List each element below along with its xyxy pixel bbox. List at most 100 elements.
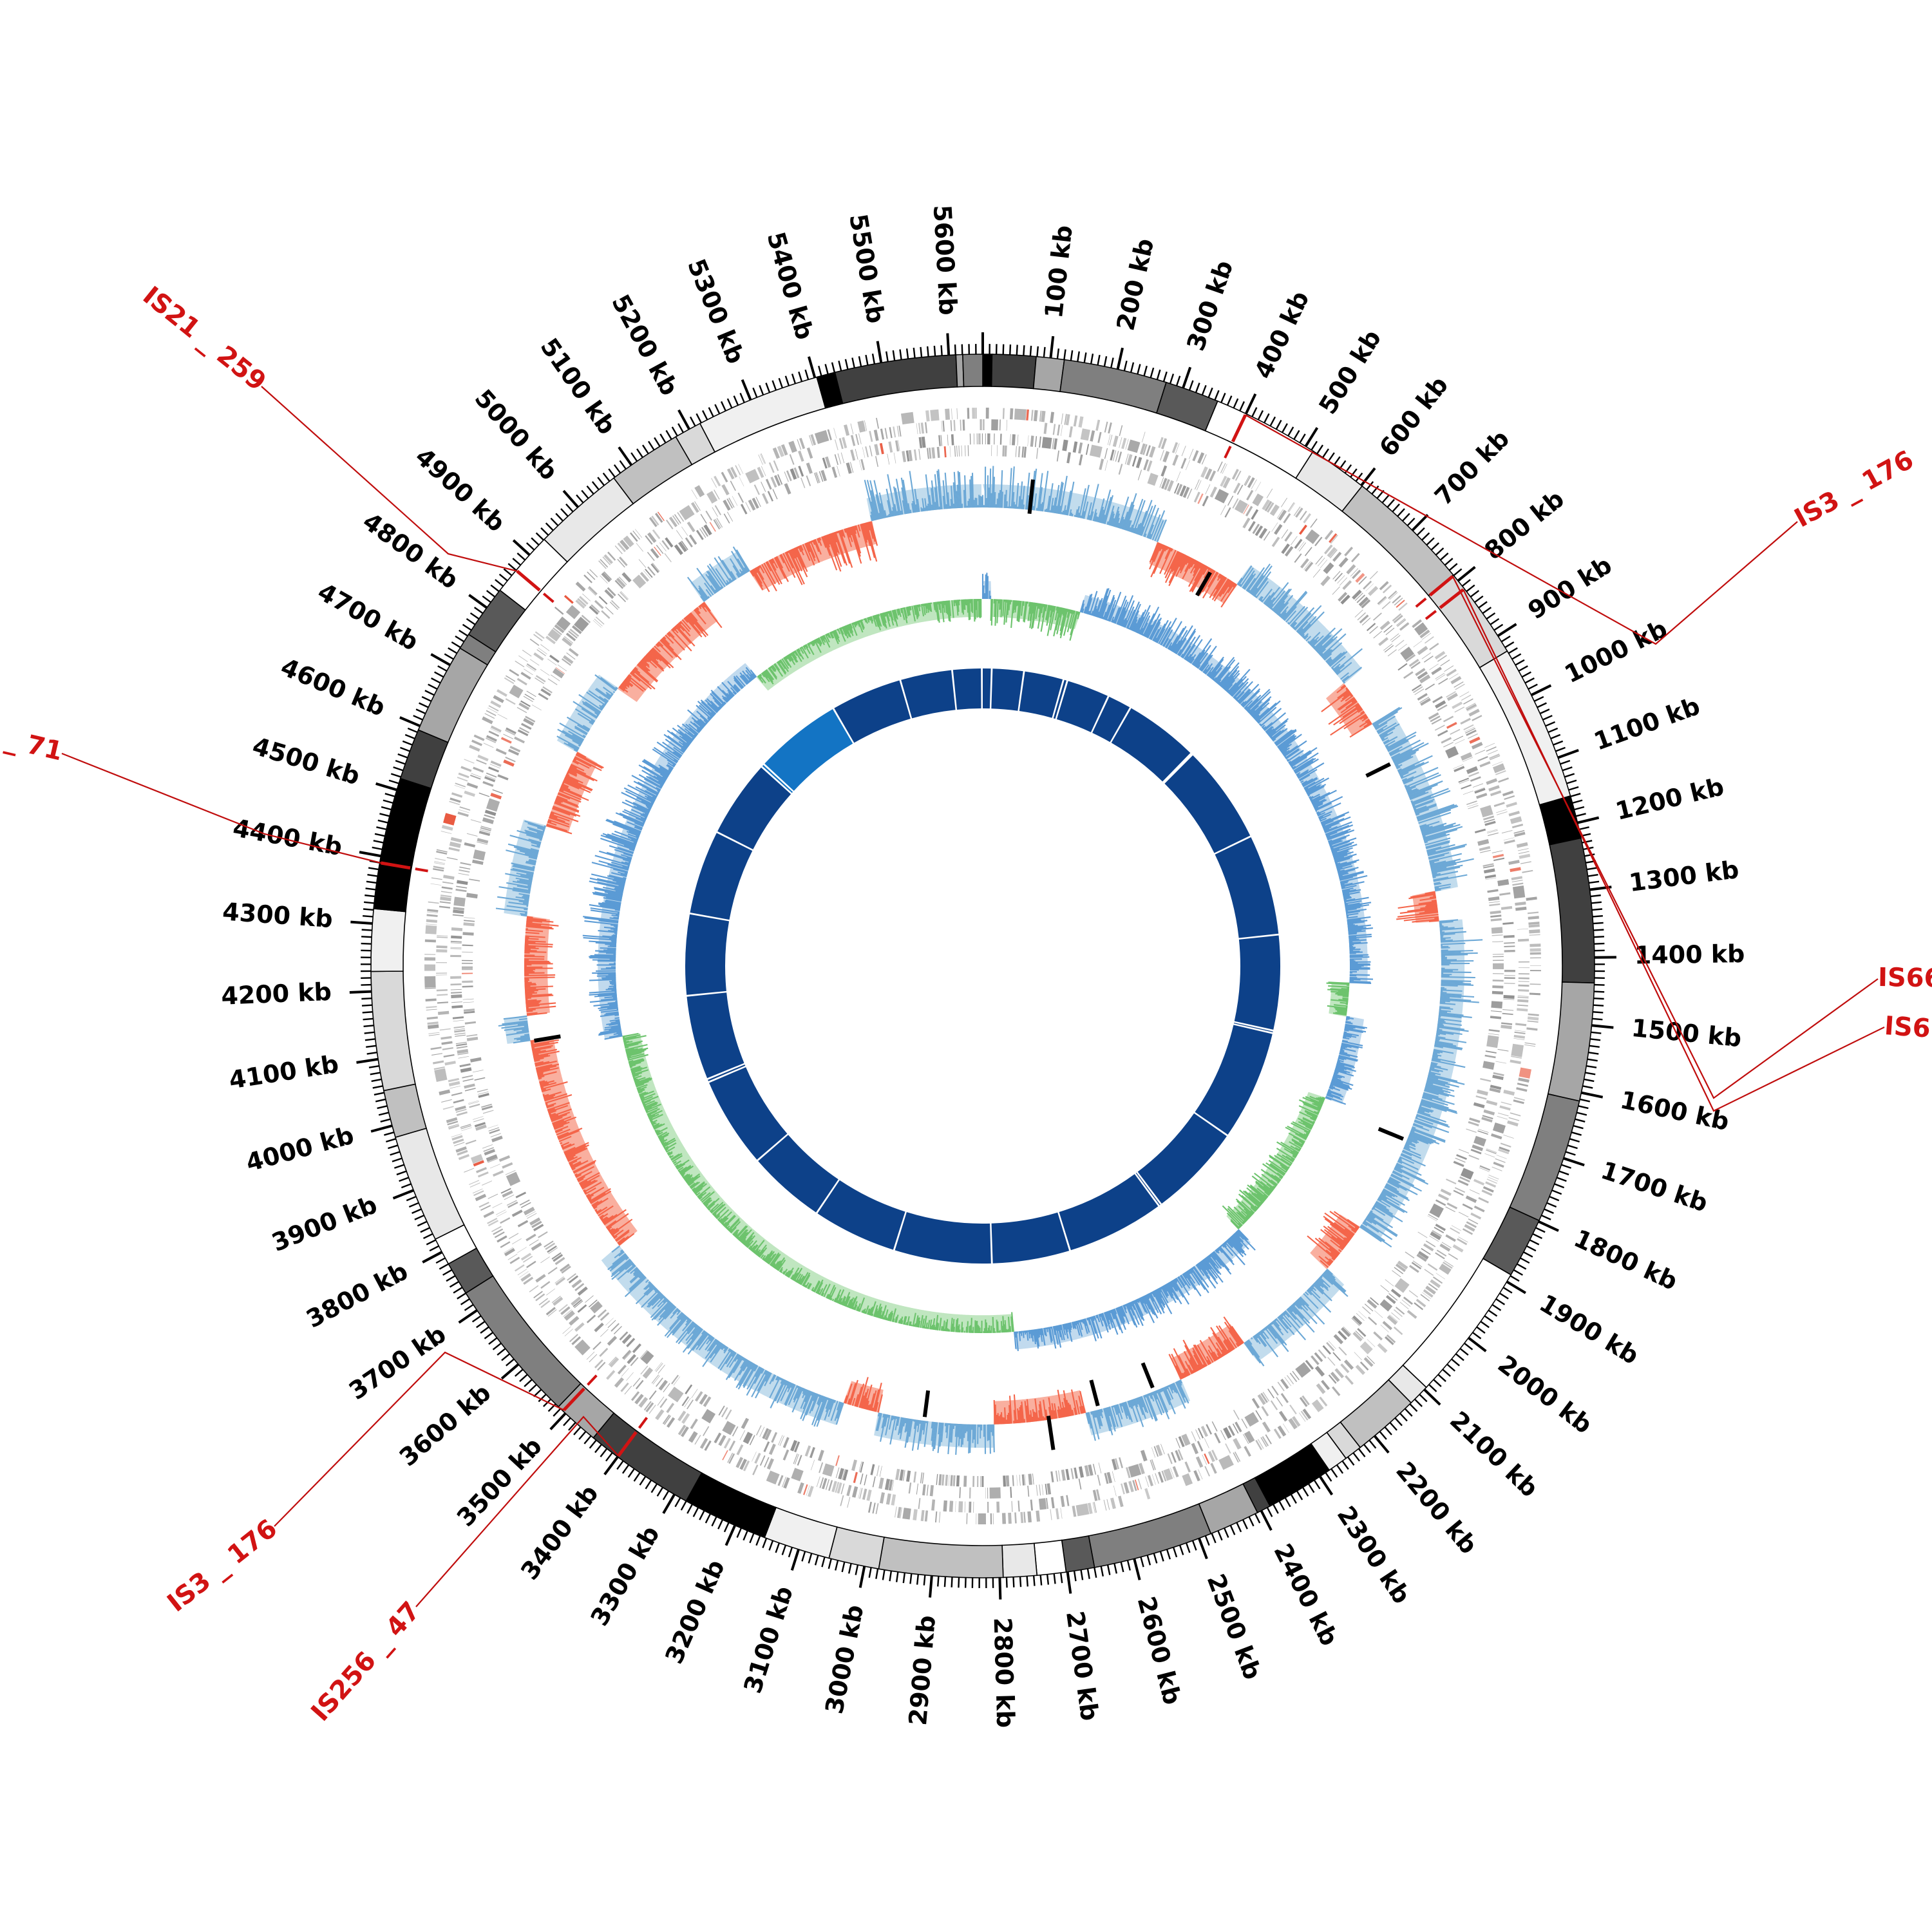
histogram-bar-positive — [1197, 665, 1201, 669]
histogram-bar-positive — [664, 1313, 685, 1337]
gene-feature — [1158, 1472, 1164, 1483]
gene-feature — [1462, 1203, 1473, 1210]
axis-tick-minor — [543, 1398, 552, 1407]
histogram-bar-negative — [1208, 571, 1218, 588]
axis-tick-minor — [1571, 1132, 1582, 1136]
gene-feature — [1132, 1480, 1137, 1492]
gene-feature — [1073, 415, 1078, 427]
histogram-bar-negative — [768, 560, 782, 585]
histogram-bar-positive — [1379, 723, 1400, 737]
histogram-bar-positive — [1379, 1195, 1388, 1200]
axis-tick-minor — [578, 1431, 587, 1440]
gene-feature — [985, 433, 986, 445]
gene-feature — [1147, 1475, 1154, 1486]
gene-feature — [491, 1226, 502, 1233]
gene-feature — [1503, 934, 1515, 938]
histogram-bar-positive — [1103, 611, 1107, 620]
axis-tick-major — [998, 1577, 1002, 1600]
histogram-bar-positive — [617, 1264, 636, 1280]
histogram-bar-positive — [1261, 589, 1273, 603]
gene-feature — [1030, 410, 1034, 421]
gene-feature — [1484, 819, 1495, 823]
gene-feature — [1419, 697, 1430, 703]
gene-feature — [1220, 462, 1226, 473]
gene-feature — [478, 1093, 489, 1098]
gene-feature — [1496, 809, 1507, 813]
histogram-bar-negative — [524, 960, 549, 963]
gene-feature — [657, 1396, 665, 1406]
histogram-bar-positive — [1421, 822, 1447, 832]
histogram-bar-negative — [580, 1180, 592, 1188]
histogram-bar-negative — [1024, 1401, 1028, 1423]
axis-tick-major — [1557, 749, 1579, 759]
axis-tick-minor — [848, 1563, 852, 1574]
gene-feature — [1417, 645, 1428, 656]
histogram-bar-positive — [1051, 505, 1054, 513]
gene-feature — [759, 1455, 766, 1466]
histogram-bar-positive — [1248, 701, 1262, 714]
histogram-bar-positive — [596, 714, 599, 717]
histogram-bar-negative — [866, 522, 878, 562]
gene-feature — [1429, 663, 1439, 670]
histogram-bar-positive — [1196, 652, 1209, 668]
gene-feature — [1262, 1421, 1271, 1433]
gene-feature — [1284, 1377, 1291, 1387]
gene-feature — [1486, 1148, 1497, 1153]
histogram-bar-positive — [653, 1287, 657, 1291]
gene-feature — [1397, 1260, 1408, 1270]
gene-feature — [1492, 990, 1504, 995]
histogram-bar-positive — [519, 850, 538, 857]
axis-tick-minor — [1566, 779, 1577, 784]
gene-feature — [1350, 568, 1359, 577]
gene-feature — [1056, 1508, 1059, 1520]
histogram-bar-negative — [1030, 1410, 1033, 1423]
gene-feature — [647, 566, 656, 576]
histogram-bar-negative — [565, 1147, 586, 1158]
gene-feature — [1470, 1212, 1482, 1220]
gene-feature — [1486, 1035, 1499, 1048]
histogram-bar-negative — [535, 1061, 544, 1065]
axis-tick-minor — [608, 468, 616, 478]
gene-feature — [1517, 1083, 1529, 1087]
gene-feature — [590, 1301, 603, 1314]
histogram-bar-positive — [1262, 726, 1267, 730]
histogram-bar-positive — [791, 1387, 804, 1413]
gene-feature — [506, 675, 516, 682]
gene-feature — [870, 1464, 875, 1475]
histogram-bar-positive — [1297, 770, 1309, 779]
axis-tick-minor — [882, 1569, 886, 1580]
axis-tick-minor — [687, 1504, 693, 1514]
histogram-bar-negative — [1038, 603, 1041, 609]
gene-feature — [624, 1385, 632, 1395]
gene-feature — [1434, 724, 1445, 731]
gene-feature — [681, 526, 688, 536]
gene-feature — [519, 1271, 529, 1278]
histogram-bar-positive — [1294, 761, 1314, 773]
histogram-bar-positive — [502, 1020, 528, 1025]
gene-feature — [451, 792, 463, 798]
histogram-bar-positive — [1177, 649, 1182, 656]
histogram-bar-negative — [1354, 1227, 1359, 1231]
gene-feature — [505, 1170, 516, 1175]
histogram-bar-negative — [1220, 582, 1235, 602]
histogram-bar-positive — [1136, 522, 1142, 535]
axis-tick-minor — [361, 942, 372, 945]
axis-tick-minor — [743, 1530, 748, 1541]
gene-feature — [1255, 525, 1264, 536]
gene-feature — [1167, 480, 1174, 492]
gene-feature — [1088, 1464, 1094, 1476]
gene-feature — [455, 1146, 467, 1153]
gene-feature — [561, 1265, 571, 1274]
axis-tick-minor — [1573, 1124, 1584, 1130]
gene-feature — [1480, 805, 1493, 818]
histogram-bar-positive — [1114, 1405, 1123, 1427]
histogram-bar-positive — [568, 730, 585, 741]
histogram-bar-negative — [624, 678, 634, 687]
gene-feature — [529, 1217, 541, 1226]
histogram-bar-negative — [696, 607, 699, 611]
gene-feature — [517, 1220, 529, 1227]
gene-feature — [1321, 1379, 1331, 1390]
histogram-bar-negative — [538, 1075, 545, 1079]
histogram-bar-negative — [655, 643, 659, 648]
histogram-bar-positive — [1418, 1108, 1430, 1113]
